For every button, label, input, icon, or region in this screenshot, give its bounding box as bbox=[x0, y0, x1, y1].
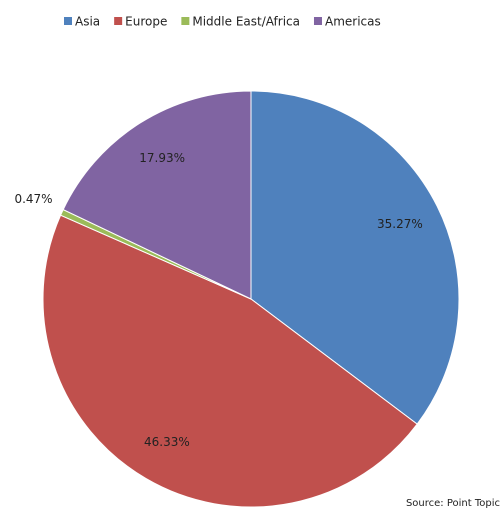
pie-slice bbox=[62, 90, 252, 300]
legend-swatch bbox=[313, 17, 322, 25]
legend-swatch bbox=[64, 17, 72, 25]
value-label: 17.93% bbox=[139, 151, 185, 165]
value-label: 0.47% bbox=[14, 192, 52, 206]
source-note: Source: Point Topic bbox=[406, 498, 500, 509]
legend-label: Americas bbox=[325, 15, 381, 29]
value-label: 35.27% bbox=[377, 217, 423, 231]
legend-swatch bbox=[114, 17, 123, 25]
legend-label: Europe bbox=[125, 15, 167, 29]
legend-label: Middle East/Africa bbox=[192, 15, 300, 29]
value-label: 46.33% bbox=[144, 435, 190, 449]
legend-label: Asia bbox=[75, 15, 100, 29]
pie-slice bbox=[250, 90, 460, 425]
pie-slice bbox=[42, 214, 418, 508]
legend-swatch bbox=[181, 17, 190, 25]
